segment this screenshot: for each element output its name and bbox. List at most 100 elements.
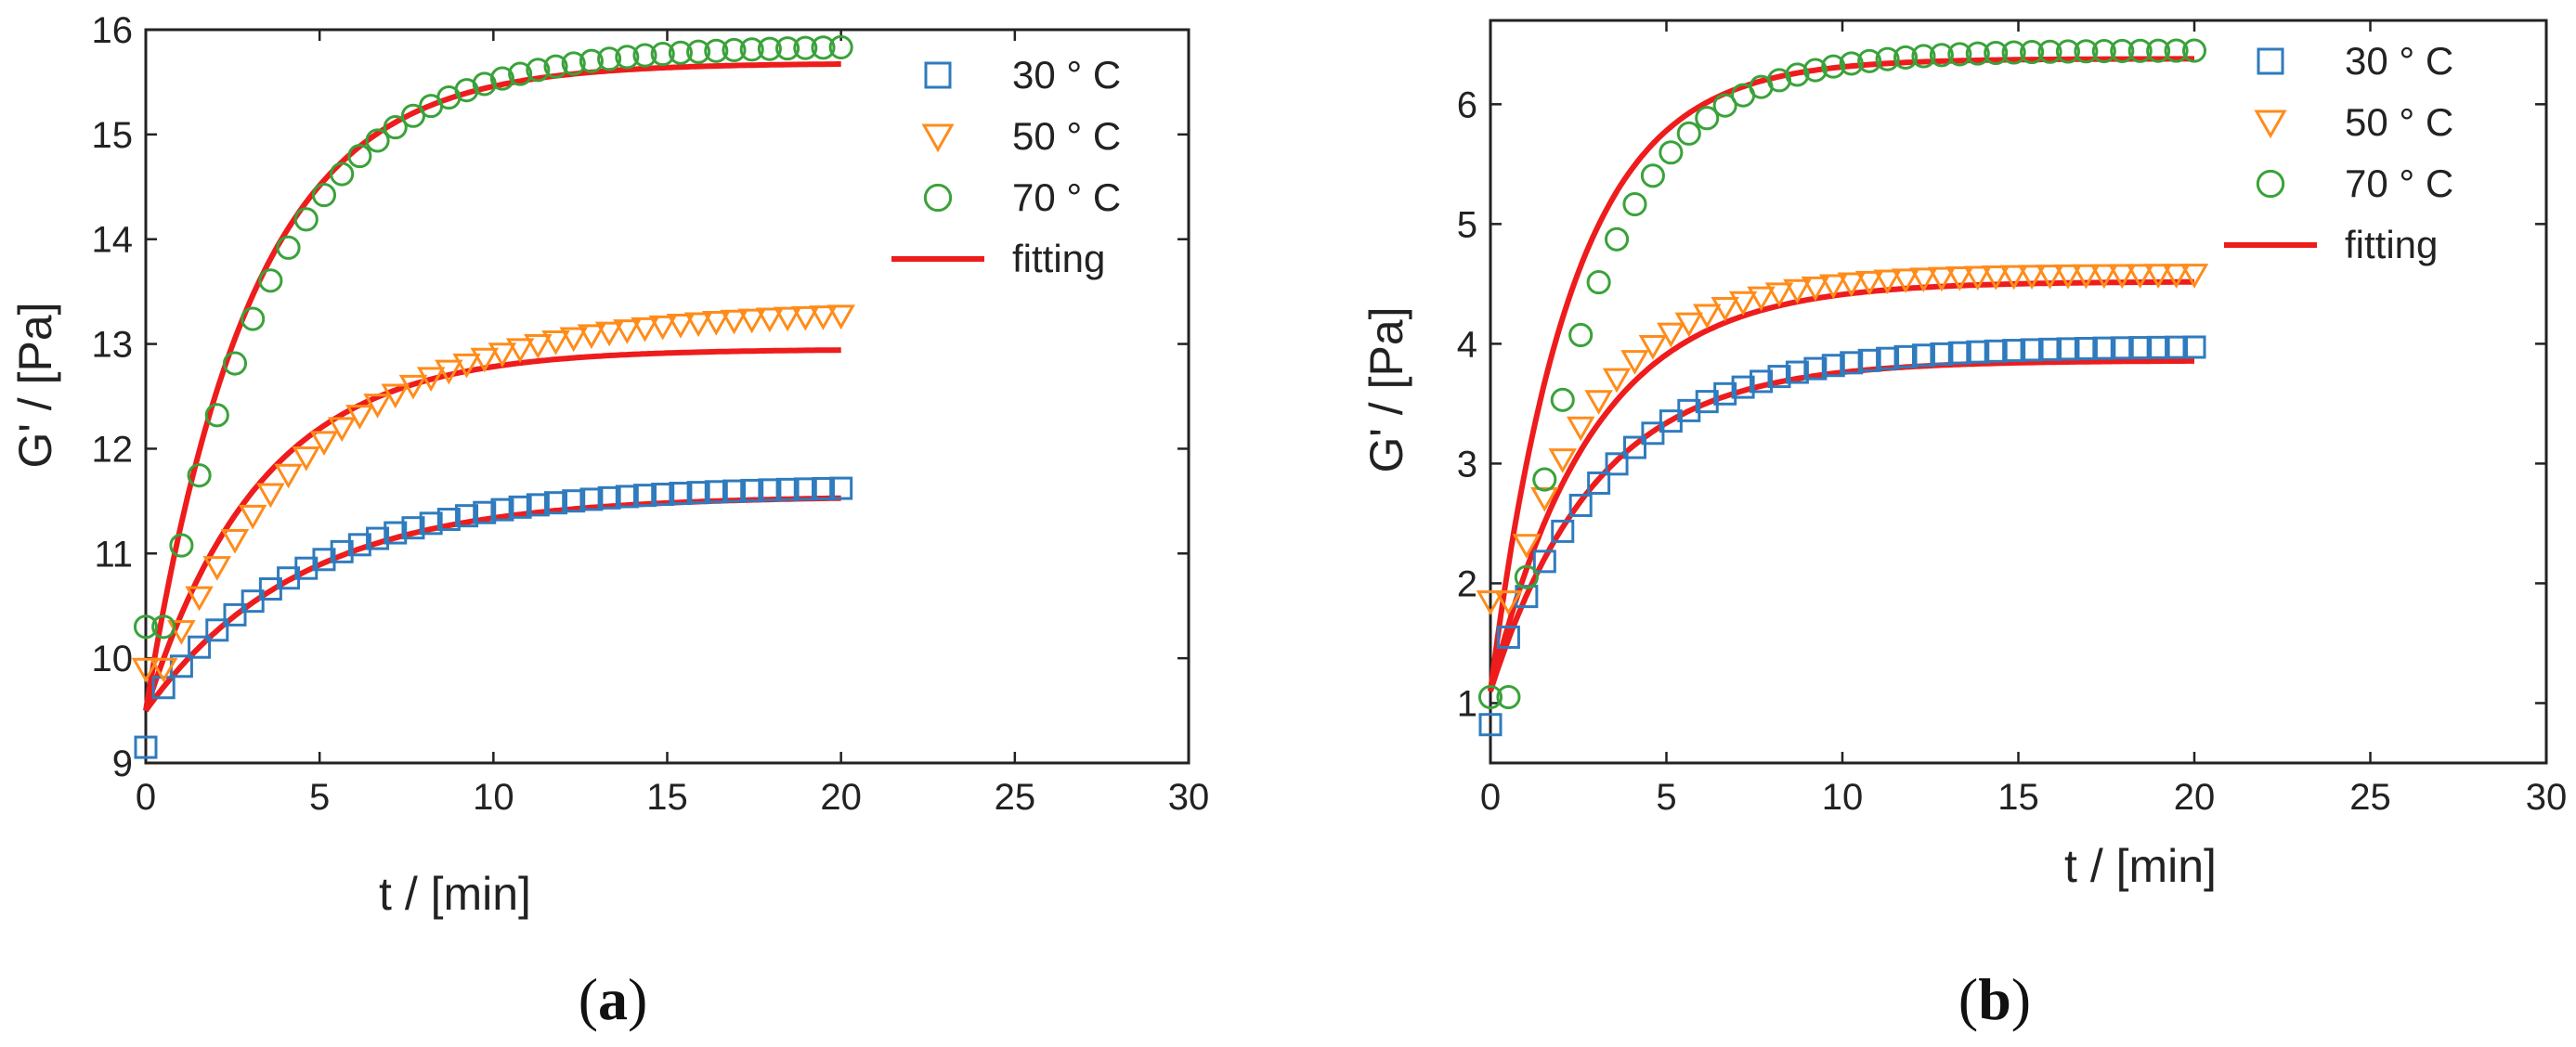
data-point-circle: [650, 42, 675, 67]
data-point-circle: [258, 268, 283, 293]
data-point-circle: [828, 34, 853, 60]
data-point-square: [366, 526, 390, 550]
data-point-triangle-down: [2017, 265, 2047, 291]
data-point-triangle-down: [1783, 278, 1812, 304]
legend-label: 30 ° C: [2345, 39, 2453, 83]
data-point-triangle-down: [2126, 264, 2154, 290]
data-point-circle: [1659, 140, 1684, 165]
data-point-square: [1911, 343, 1935, 368]
data-point-circle: [365, 128, 390, 153]
data-point-square: [330, 539, 354, 563]
data-point-circle: [347, 144, 372, 169]
data-point-triangle-down: [185, 586, 214, 612]
data-point-triangle-down: [1909, 267, 1938, 293]
data-point-triangle-down: [1548, 448, 1577, 473]
data-point-square: [669, 482, 693, 506]
data-point-circle: [169, 533, 194, 558]
y-ticks-b: 1 2 3 4 5 6: [1457, 84, 2546, 724]
data-point-circle: [1605, 226, 1630, 252]
y-tick-label: 12: [92, 429, 134, 470]
data-point-square: [1947, 341, 1971, 365]
data-point-circle: [2181, 38, 2207, 63]
data-point-triangle-down: [613, 319, 642, 344]
x-tick-label: 0: [136, 777, 156, 818]
legend-b: 30 ° C 50 ° C 70 ° C fitting: [2224, 39, 2453, 266]
data-point-square: [1893, 344, 1918, 368]
legend-label: 50 ° C: [1012, 114, 1121, 158]
fit-curve: [143, 495, 841, 713]
data-point-circle: [222, 351, 248, 376]
y-tick-label: 11: [94, 534, 133, 575]
data-point-triangle-down: [1494, 590, 1523, 615]
data-point-square: [401, 516, 425, 540]
data-point-circle: [543, 54, 568, 79]
data-point-square: [436, 508, 461, 532]
data-point-circle: [1875, 46, 1900, 71]
x-tick-label: 20: [2174, 777, 2216, 818]
fit-curve: [143, 347, 841, 712]
data-point-square: [2165, 335, 2189, 359]
data-point-triangle-down: [577, 324, 606, 350]
data-point-circle: [615, 45, 640, 70]
data-point-circle: [2110, 38, 2135, 63]
data-point-square: [829, 476, 853, 500]
data-point-square: [134, 735, 158, 759]
data-point-circle: [722, 37, 747, 62]
data-point-square: [758, 478, 782, 502]
data-point-triangle-down: [488, 343, 517, 368]
data-point-triangle-down: [2036, 265, 2064, 290]
data-point-square: [526, 493, 550, 517]
data-point-triangle-down: [149, 657, 178, 683]
data-point-circle: [1586, 270, 1611, 295]
data-point-triangle-down: [1657, 322, 1685, 348]
data-point-circle: [330, 162, 355, 187]
data-point-triangle-down: [1728, 291, 1758, 317]
data-point-square: [2038, 337, 2062, 361]
data-point-square: [544, 491, 568, 515]
data-point-square: [1984, 339, 2008, 363]
data-point-triangle-down: [1602, 368, 1632, 394]
data-point-triangle-down: [1891, 268, 1920, 293]
y-tick-label: 16: [92, 10, 134, 51]
data-point-circle: [400, 103, 425, 128]
data-point-circle: [811, 35, 836, 60]
data-point-triangle-down: [1674, 312, 1704, 338]
x-tick-label: 30: [2526, 777, 2568, 818]
data-point-triangle-down: [1476, 590, 1505, 615]
data-point-square: [490, 498, 514, 522]
data-point-triangle-down: [1981, 265, 2010, 291]
data-point-circle: [311, 183, 337, 208]
data-point-triangle-down: [1638, 335, 1668, 360]
data-point-triangle-down: [238, 504, 267, 530]
data-point-triangle-down: [1837, 272, 1866, 298]
data-point-triangle-down: [1873, 269, 1902, 295]
data-point-square: [2002, 339, 2026, 363]
data-point-triangle-down: [1711, 296, 1739, 322]
data-point-triangle-down: [1945, 265, 1974, 291]
data-point-square: [1930, 342, 1954, 366]
data-point-triangle-down: [809, 305, 838, 330]
legend-marker-circle: [2256, 169, 2285, 199]
data-point-square: [793, 477, 817, 501]
x-tick-label: 0: [1480, 777, 1501, 818]
y-ticks-a: 9 10 11 12 13 14 15 16: [92, 10, 1189, 784]
data-point-circle: [1496, 684, 1521, 710]
data-point-square: [1478, 713, 1503, 737]
data-point-circle: [2001, 40, 2026, 65]
data-point-square: [1641, 421, 1665, 446]
data-point-circle: [1911, 44, 1936, 69]
data-point-triangle-down: [559, 327, 588, 353]
data-point-triangle-down: [666, 314, 696, 339]
data-point-triangle-down: [292, 446, 321, 472]
data-point-square: [1695, 390, 1719, 414]
data-point-square: [2128, 336, 2153, 360]
data-point-square: [384, 521, 408, 545]
data-point-triangle-down: [1927, 266, 1957, 292]
y-axis-label-a: G' / [Pa]: [9, 302, 61, 468]
data-point-square: [241, 589, 265, 614]
data-point-circle: [1695, 106, 1720, 131]
data-point-circle: [293, 207, 319, 232]
data-point-circle: [2074, 39, 2099, 64]
data-point-square: [1876, 346, 1900, 370]
data-point-circle: [1532, 467, 1557, 492]
